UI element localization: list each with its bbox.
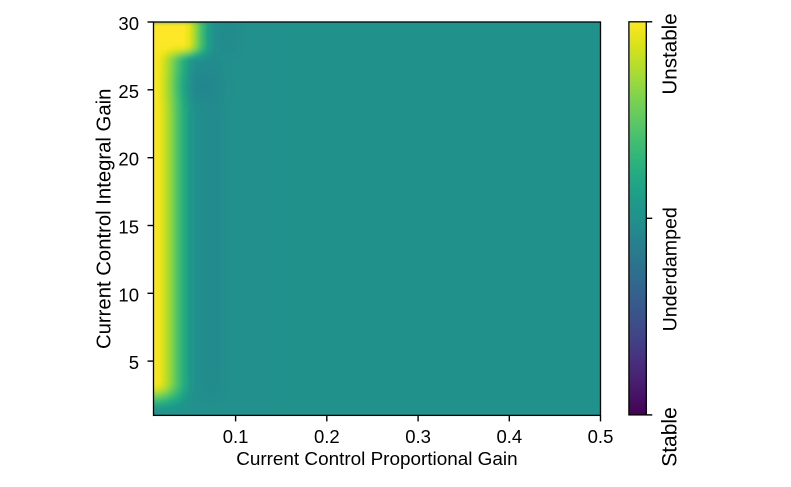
svg-text:0.5: 0.5 bbox=[588, 426, 614, 447]
svg-text:15: 15 bbox=[118, 217, 139, 238]
svg-text:0.2: 0.2 bbox=[314, 426, 340, 447]
svg-text:Current Control Integral Gain: Current Control Integral Gain bbox=[94, 89, 116, 349]
svg-text:25: 25 bbox=[118, 81, 139, 102]
svg-text:Current Control Proportional G: Current Control Proportional Gain bbox=[236, 449, 517, 470]
svg-text:30: 30 bbox=[118, 13, 139, 34]
svg-text:Unstable: Unstable bbox=[659, 13, 682, 94]
svg-text:Stable: Stable bbox=[659, 407, 682, 467]
svg-text:0.4: 0.4 bbox=[496, 426, 522, 447]
svg-text:10: 10 bbox=[118, 284, 139, 305]
svg-text:Underdamped: Underdamped bbox=[660, 207, 682, 331]
svg-text:0.3: 0.3 bbox=[405, 426, 431, 447]
svg-text:20: 20 bbox=[118, 149, 139, 170]
svg-text:5: 5 bbox=[129, 352, 139, 373]
svg-text:0.1: 0.1 bbox=[223, 426, 249, 447]
